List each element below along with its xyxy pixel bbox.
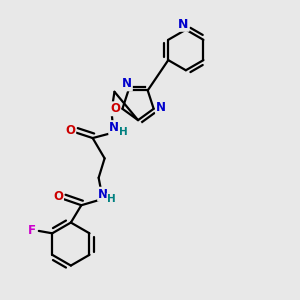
Text: O: O	[110, 102, 120, 115]
Text: H: H	[119, 127, 128, 137]
Text: F: F	[28, 224, 36, 237]
Text: N: N	[109, 121, 119, 134]
Text: N: N	[122, 77, 132, 90]
Text: N: N	[178, 18, 189, 31]
Text: N: N	[98, 188, 108, 201]
Text: O: O	[53, 190, 63, 203]
Text: H: H	[107, 194, 116, 204]
Text: O: O	[65, 124, 75, 137]
Text: N: N	[156, 101, 166, 114]
